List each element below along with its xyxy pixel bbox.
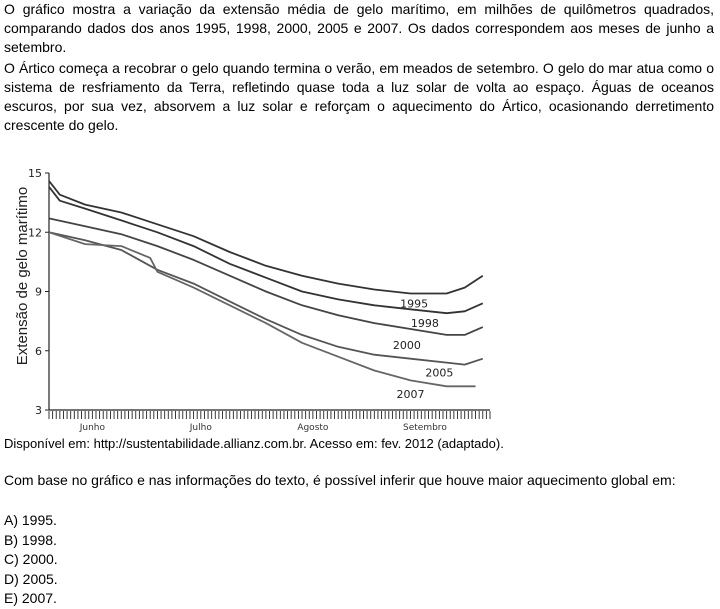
x-month-label: Junho	[79, 423, 106, 433]
series-label-1995: 1995	[400, 297, 428, 310]
answer-options: A) 1995. B) 1998. C) 2000. D) 2005. E) 2…	[4, 511, 58, 609]
source-citation: Disponível em: http://sustentabilidade.a…	[4, 436, 504, 451]
y-tick-label: 3	[35, 404, 42, 417]
option-d[interactable]: D) 2005.	[4, 570, 58, 587]
series-label-1998: 1998	[411, 317, 439, 330]
y-tick-label: 12	[28, 226, 42, 239]
x-month-label: Julho	[189, 423, 213, 433]
series-line-1995	[48, 180, 484, 295]
sea-ice-chart: 3 6 9 12 15 Junho Julho Agosto Setembro 1995 1998…	[14, 167, 491, 433]
intro-paragraph: O gráfico mostra a variação da extensão …	[4, 1, 714, 55]
context-paragraph: O Ártico começa a recobrar o gelo quando…	[4, 60, 714, 133]
series-label-2000: 2000	[393, 339, 421, 352]
series-line-2007	[48, 231, 476, 388]
option-a[interactable]: A) 1995.	[4, 512, 57, 528]
option-b[interactable]: B) 1998.	[4, 531, 57, 548]
series-line-1998	[48, 186, 484, 315]
series-label-2005: 2005	[425, 366, 453, 379]
series-line-2005	[48, 231, 484, 366]
option-c[interactable]: C) 2000.	[4, 551, 58, 567]
question-text: Com base no gráfico e nas informações do…	[4, 472, 676, 488]
chart-axes: 3 6 9 12 15 Junho Julho Agosto Setembro	[28, 167, 491, 433]
y-tick-label: 9	[35, 286, 42, 299]
series-line-2000	[48, 217, 484, 336]
y-axis-label: Extensão de gelo marítimo	[14, 187, 31, 365]
x-month-label: Agosto	[297, 423, 329, 433]
option-e[interactable]: E) 2007.	[4, 590, 57, 606]
x-month-label: Setembro	[403, 423, 447, 433]
y-tick-label: 6	[35, 345, 42, 358]
y-tick-label: 15	[28, 167, 42, 180]
series-label-2007: 2007	[396, 388, 424, 401]
